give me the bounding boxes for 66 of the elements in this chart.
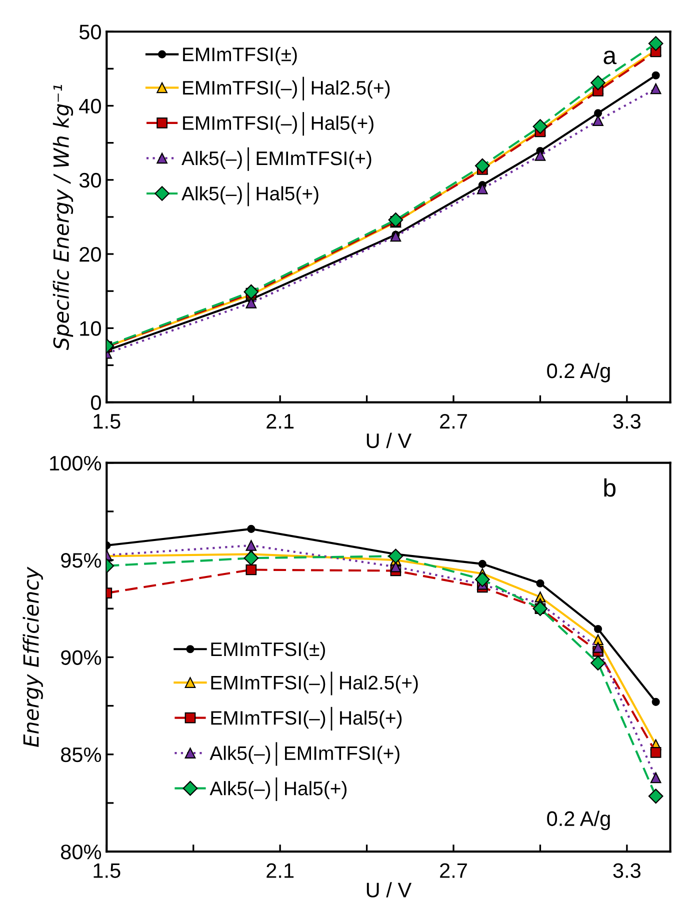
y-tick-label: 85% [61, 747, 102, 762]
y-tick-label: 80% [61, 844, 102, 860]
x-tick-label: 2.1 [266, 414, 294, 428]
point [244, 550, 259, 566]
legend-label: EMImTFSI(–)│Hal5(+) [183, 112, 374, 136]
y-tick-label: 95% [61, 553, 102, 568]
legend-label: EMImTFSI(±) [211, 642, 325, 660]
point [594, 109, 602, 118]
legend-label: EMImTFSI(–)│Hal5(+) [211, 706, 402, 731]
annotation: b [604, 478, 616, 497]
legend-label: EMImTFSI(–)│Hal2.5(+) [211, 672, 418, 696]
y-axis-title: Specific Energy / Wh kg⁻¹ [52, 84, 74, 350]
legend-label: EMImTFSI(±) [183, 47, 297, 66]
legend-label: Alk5(–)│Hal5(+) [210, 777, 347, 802]
point [592, 642, 604, 653]
annotation: 0.2 A/g [547, 810, 610, 830]
legend-label: Alk5(–)│EMImTFSI(+) [210, 742, 400, 766]
y-tick-label: 30 [79, 172, 101, 188]
point [650, 747, 662, 758]
point [390, 230, 402, 242]
point [246, 540, 257, 551]
x-axis-title: U / V [366, 432, 412, 448]
point [388, 548, 404, 564]
annotation: a [604, 50, 617, 64]
point [536, 579, 544, 588]
point [246, 564, 257, 576]
point [648, 788, 664, 804]
point [532, 119, 548, 134]
point [478, 560, 486, 568]
legend-label: Alk5(–)│EMImTFSI(+) [182, 147, 372, 171]
y-tick-label: 50 [79, 24, 101, 40]
point [534, 150, 546, 161]
x-tick-label: 2.7 [440, 863, 467, 878]
point [590, 75, 606, 90]
point [592, 115, 604, 126]
point [652, 71, 660, 80]
point [247, 524, 256, 533]
x-tick-label: 2.1 [266, 863, 294, 878]
point [590, 656, 606, 670]
legend-label: EMImTFSI(–)│Hal2.5(+) [183, 76, 390, 100]
annotation: 0.2 A/g [547, 362, 610, 382]
point [246, 298, 257, 308]
y-tick-label: 40 [79, 98, 101, 114]
point [650, 83, 662, 94]
x-tick-label: 1.5 [94, 414, 120, 429]
x-tick-label: 3.3 [613, 414, 640, 429]
point [390, 561, 402, 572]
y-tick-label: 90% [61, 650, 102, 665]
x-axis-title: U / V [366, 882, 412, 898]
y-tick-label: 0 [91, 395, 101, 410]
point [244, 284, 259, 300]
point [652, 698, 660, 706]
y-tick-label: 10 [80, 321, 101, 336]
point [474, 572, 490, 587]
x-tick-label: 2.7 [440, 414, 467, 428]
point [388, 212, 404, 228]
legend-label: Alk5(–)│Hal5(+) [182, 182, 318, 206]
point [648, 36, 664, 51]
point [650, 772, 662, 784]
x-tick-label: 3.3 [613, 863, 640, 878]
y-tick-label: 20 [80, 247, 101, 262]
point [594, 625, 602, 634]
y-tick-label: 100% [50, 456, 102, 471]
point [474, 158, 490, 174]
x-tick-label: 1.5 [94, 863, 120, 878]
y-axis-title: Energy Efficiency [22, 566, 43, 747]
